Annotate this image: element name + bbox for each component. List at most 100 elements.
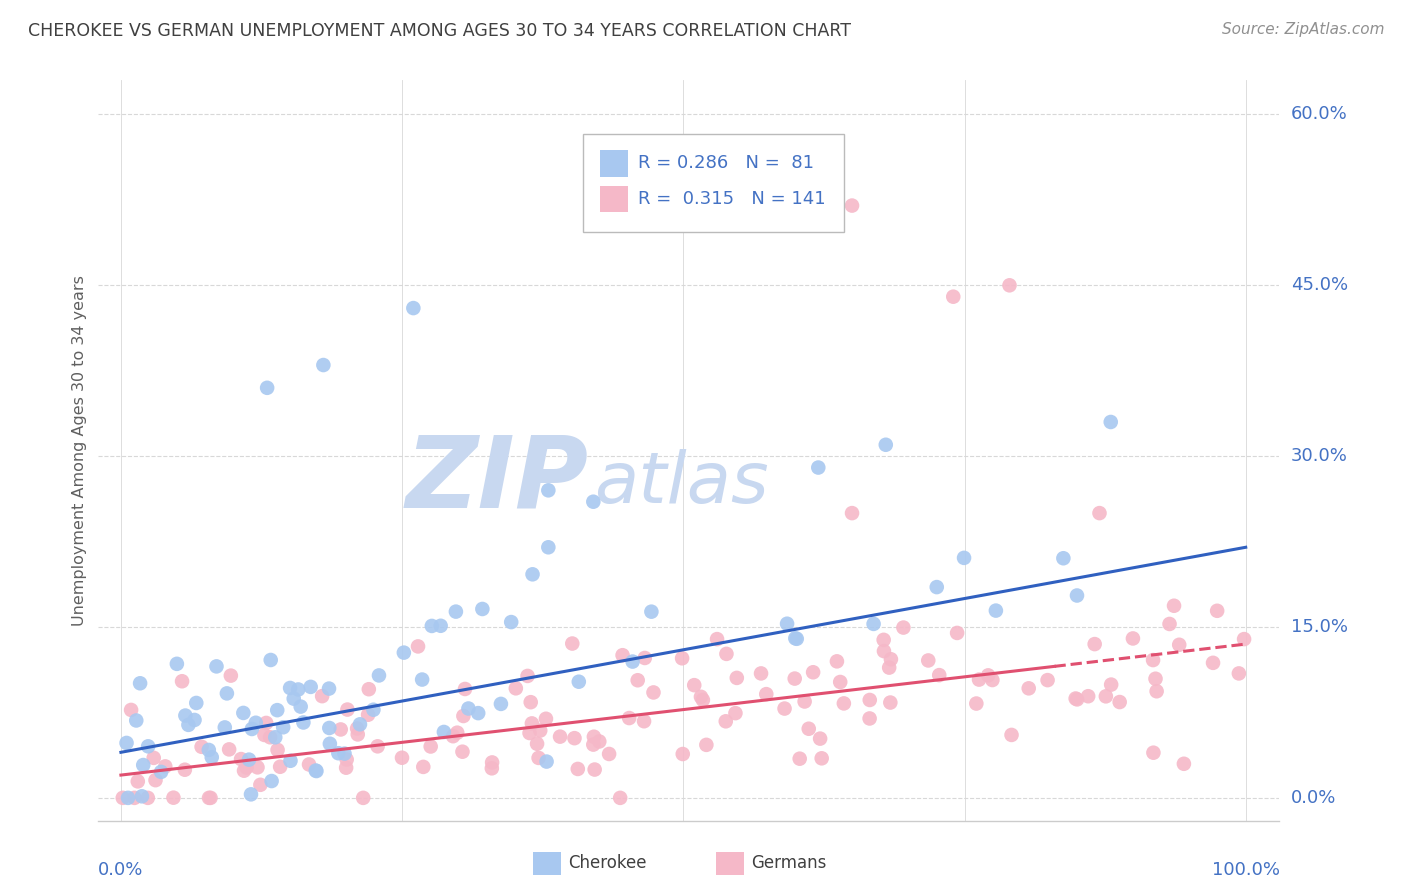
Point xyxy=(125,714,148,728)
Point xyxy=(173,763,195,777)
Point xyxy=(183,713,205,727)
Point xyxy=(451,745,474,759)
Point xyxy=(783,672,806,686)
Point xyxy=(1052,551,1074,566)
Point xyxy=(145,773,167,788)
Point xyxy=(1142,653,1164,667)
Point xyxy=(672,747,695,761)
Point xyxy=(136,739,159,754)
Point xyxy=(1066,692,1088,706)
Point xyxy=(349,717,371,731)
Point xyxy=(335,761,357,775)
Point xyxy=(1122,632,1144,646)
Text: Source: ZipAtlas.com: Source: ZipAtlas.com xyxy=(1222,22,1385,37)
Point xyxy=(1233,632,1256,646)
Point xyxy=(453,709,475,723)
Point xyxy=(190,739,212,754)
Point xyxy=(617,711,640,725)
Point xyxy=(633,714,655,729)
Point xyxy=(1018,681,1040,696)
Point xyxy=(205,659,228,673)
Point xyxy=(953,550,976,565)
Text: 60.0%: 60.0% xyxy=(1291,105,1347,123)
Point xyxy=(218,742,240,756)
Point xyxy=(706,632,728,647)
Point xyxy=(232,706,254,720)
Text: Cherokee: Cherokee xyxy=(568,855,647,872)
Point xyxy=(671,651,693,665)
Point xyxy=(311,689,333,703)
Point xyxy=(830,675,852,690)
Point xyxy=(1142,746,1164,760)
Point xyxy=(411,673,433,687)
Point xyxy=(583,763,606,777)
Point xyxy=(420,619,443,633)
Point xyxy=(862,616,884,631)
Point xyxy=(305,764,328,778)
Point xyxy=(880,652,903,666)
Point xyxy=(928,668,950,682)
Point xyxy=(627,673,650,688)
Point xyxy=(402,301,425,315)
Point xyxy=(132,758,155,772)
Point xyxy=(1202,656,1225,670)
Point xyxy=(859,693,882,707)
Point xyxy=(519,726,541,740)
Point xyxy=(481,761,503,775)
Point xyxy=(749,666,772,681)
Text: 0.0%: 0.0% xyxy=(98,861,143,879)
Point xyxy=(444,605,467,619)
Point xyxy=(429,619,451,633)
Point xyxy=(526,737,548,751)
Point xyxy=(1146,684,1168,698)
Text: 100.0%: 100.0% xyxy=(1212,861,1279,879)
Point xyxy=(481,756,503,770)
Point xyxy=(117,790,139,805)
Point xyxy=(621,655,644,669)
Point xyxy=(186,696,208,710)
Point xyxy=(1099,415,1122,429)
Text: 15.0%: 15.0% xyxy=(1291,618,1348,636)
Point xyxy=(201,750,224,764)
Point xyxy=(346,722,368,736)
Point xyxy=(129,676,152,690)
Point xyxy=(280,754,302,768)
Point xyxy=(1206,604,1229,618)
Point xyxy=(391,750,413,764)
Point xyxy=(269,760,291,774)
Text: 45.0%: 45.0% xyxy=(1291,277,1348,294)
Point xyxy=(233,764,256,778)
Point xyxy=(299,680,322,694)
Point xyxy=(807,460,830,475)
Point xyxy=(714,714,737,729)
Point xyxy=(609,790,631,805)
Point xyxy=(537,483,560,498)
Point xyxy=(841,198,863,212)
Point xyxy=(253,728,276,742)
Text: ZIP: ZIP xyxy=(405,432,589,529)
Text: 0.0%: 0.0% xyxy=(1291,789,1336,807)
Point xyxy=(246,760,269,774)
Point xyxy=(516,669,538,683)
Point xyxy=(287,682,309,697)
Point xyxy=(238,753,260,767)
Point xyxy=(1108,695,1130,709)
Point xyxy=(142,751,165,765)
Point xyxy=(965,697,987,711)
Point xyxy=(235,760,257,774)
Point xyxy=(457,701,479,715)
Point xyxy=(305,764,328,778)
Point xyxy=(612,648,634,663)
Point xyxy=(1159,617,1181,632)
Point xyxy=(271,720,294,734)
Point xyxy=(319,737,342,751)
Point xyxy=(598,747,620,761)
Point xyxy=(155,759,177,773)
Point xyxy=(454,681,477,696)
Point xyxy=(368,668,391,682)
Point xyxy=(260,653,283,667)
Point xyxy=(925,580,948,594)
Point xyxy=(564,731,586,746)
Point xyxy=(522,567,544,582)
Y-axis label: Unemployment Among Ages 30 to 34 years: Unemployment Among Ages 30 to 34 years xyxy=(72,275,87,626)
